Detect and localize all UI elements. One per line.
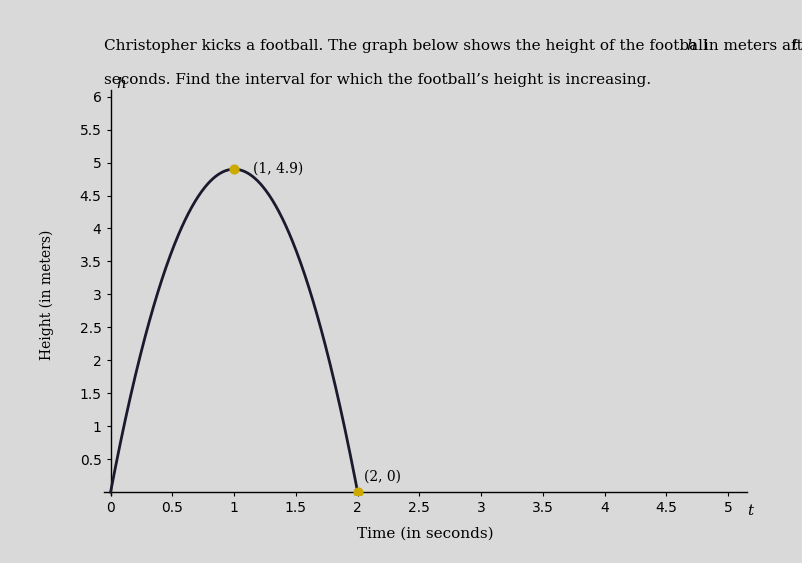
Text: (2, 0): (2, 0) xyxy=(363,470,400,483)
Text: h: h xyxy=(116,77,127,91)
Text: seconds. Find the interval for which the football’s height is increasing.: seconds. Find the interval for which the… xyxy=(104,73,650,87)
Text: h: h xyxy=(686,39,695,53)
Text: Christopher kicks a football. The graph below shows the height of the football: Christopher kicks a football. The graph … xyxy=(104,39,712,53)
Text: (1, 4.9): (1, 4.9) xyxy=(253,162,302,176)
Point xyxy=(350,488,363,497)
Text: t: t xyxy=(747,504,752,518)
X-axis label: Time (in seconds): Time (in seconds) xyxy=(357,526,493,540)
Text: in meters after: in meters after xyxy=(698,39,802,53)
Text: Height (in meters): Height (in meters) xyxy=(39,229,54,360)
Point xyxy=(228,164,241,173)
Text: t: t xyxy=(790,39,796,53)
